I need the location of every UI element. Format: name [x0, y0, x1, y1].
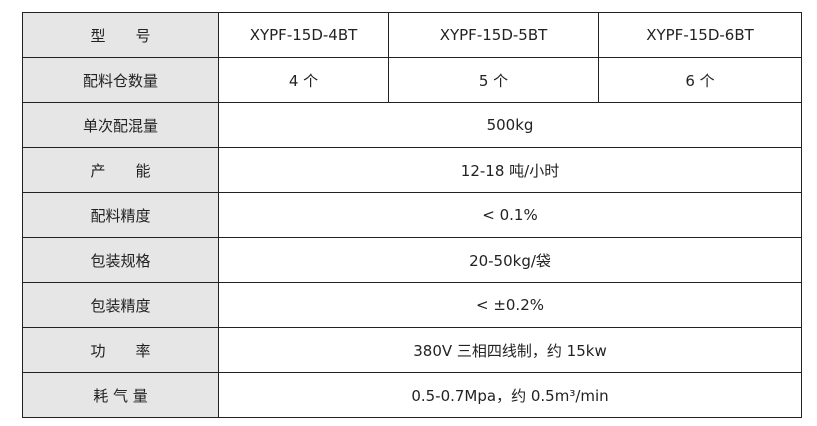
row-label: 配料精度 — [22, 192, 219, 238]
row-label: 产 能 — [22, 147, 219, 193]
cell: 4 个 — [218, 57, 389, 103]
cell: 5 个 — [388, 57, 599, 103]
row-label: 单次配混量 — [22, 102, 219, 148]
cell: 6 个 — [598, 57, 802, 103]
table-row: 配料精度 < 0.1% — [22, 192, 802, 238]
cell: 380V 三相四线制，约 15kw — [218, 327, 802, 373]
row-label: 型 号 — [22, 12, 219, 58]
cell: 0.5-0.7Mpa，约 0.5m³/min — [218, 372, 802, 418]
table-row: 耗 气 量 0.5-0.7Mpa，约 0.5m³/min — [22, 372, 802, 418]
cell: XYPF-15D-5BT — [388, 12, 599, 58]
cell: 20-50kg/袋 — [218, 237, 802, 283]
row-label: 配料仓数量 — [22, 57, 219, 103]
row-label: 包装规格 — [22, 237, 219, 283]
cell: < ±0.2% — [218, 282, 802, 328]
table-row: 型 号 XYPF-15D-4BT XYPF-15D-5BT XYPF-15D-6BT — [22, 12, 802, 58]
table-row: 功 率 380V 三相四线制，约 15kw — [22, 327, 802, 373]
spec-table: 型 号 XYPF-15D-4BT XYPF-15D-5BT XYPF-15D-6BT 配… — [22, 12, 802, 418]
cell: 500kg — [218, 102, 802, 148]
cell: XYPF-15D-4BT — [218, 12, 389, 58]
table-row: 产 能 12-18 吨/小时 — [22, 147, 802, 193]
row-label: 耗 气 量 — [22, 372, 219, 418]
cell: 12-18 吨/小时 — [218, 147, 802, 193]
table-row: 包装规格 20-50kg/袋 — [22, 237, 802, 283]
row-label: 功 率 — [22, 327, 219, 373]
table-row: 包装精度 < ±0.2% — [22, 282, 802, 328]
table-body: 型 号 XYPF-15D-4BT XYPF-15D-5BT XYPF-15D-6BT 配… — [22, 12, 802, 418]
cell: < 0.1% — [218, 192, 802, 238]
table-row: 单次配混量 500kg — [22, 102, 802, 148]
row-label: 包装精度 — [22, 282, 219, 328]
cell: XYPF-15D-6BT — [598, 12, 802, 58]
